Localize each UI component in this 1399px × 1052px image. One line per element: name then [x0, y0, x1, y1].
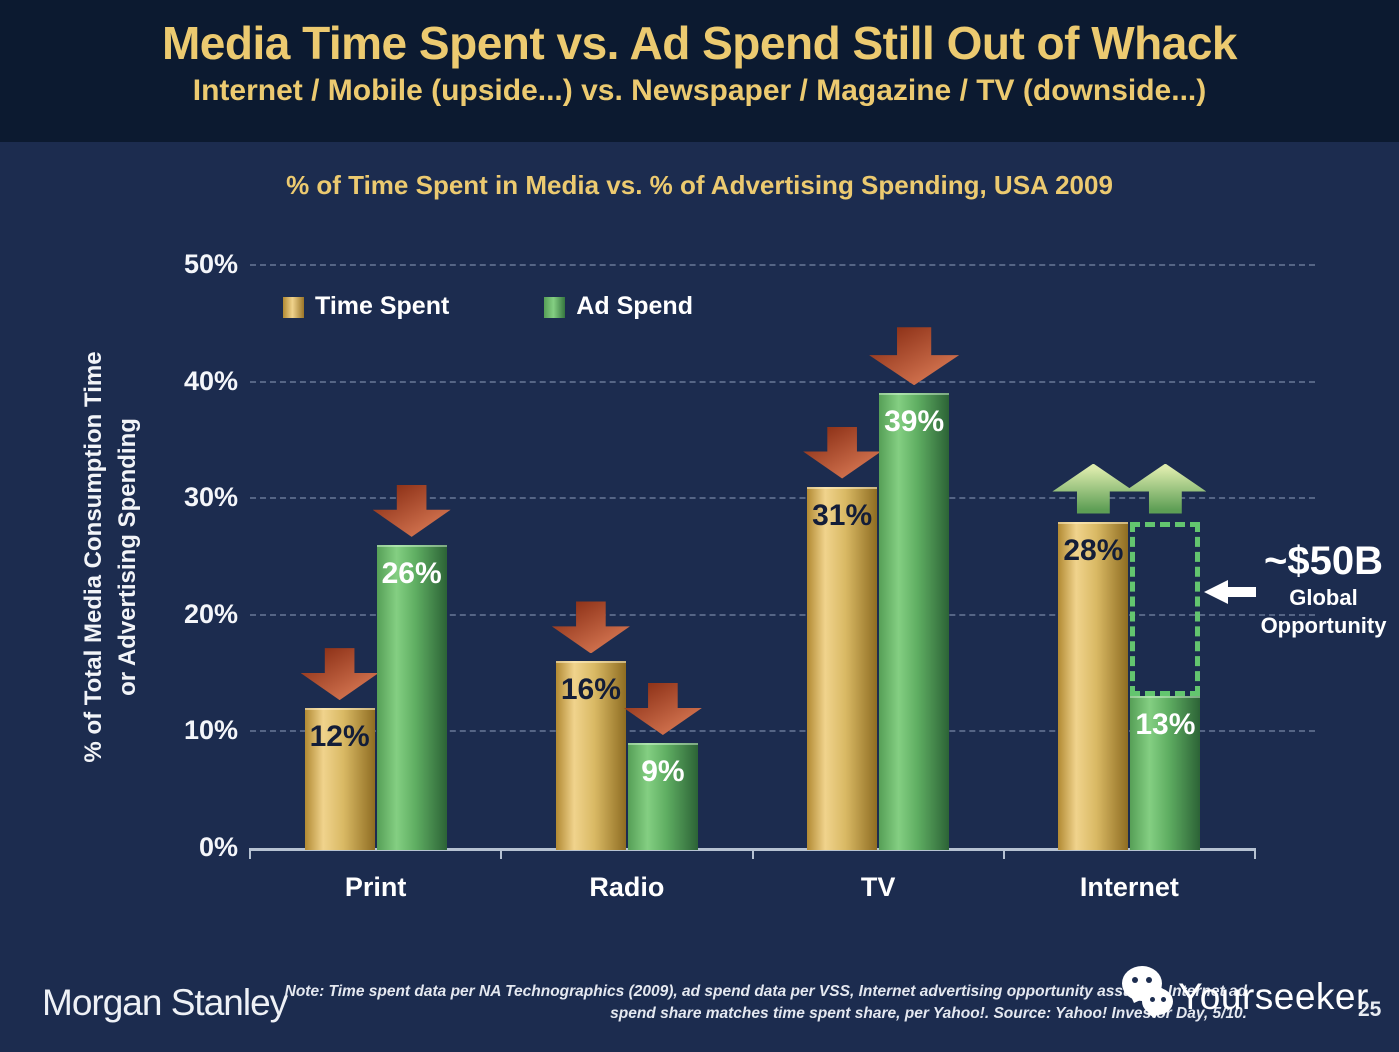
y-tick-30-: 30%	[183, 482, 238, 513]
x-category-print: Print	[344, 872, 407, 902]
chart-legend: Time Spent Ad Spend	[283, 292, 693, 321]
slide-header: Media Time Spent vs. Ad Spend Still Out …	[0, 0, 1399, 142]
slide-title: Media Time Spent vs. Ad Spend Still Out …	[161, 17, 1238, 69]
bar-time-spent-print	[304, 708, 375, 850]
opportunity-label-line2: Opportunity	[1260, 613, 1387, 638]
legend-swatch-time-spent	[283, 297, 304, 318]
bar-value-ad-spend-tv: 39%	[884, 405, 945, 439]
bar-value-ad-spend-radio: 9%	[641, 755, 685, 789]
opportunity-label-line1: Global	[1289, 585, 1358, 610]
gridline-10-percent	[250, 730, 1315, 733]
y-tick-40-: 40%	[183, 365, 238, 396]
x-axis-tick	[500, 848, 503, 859]
bar-ad-spend-print	[376, 544, 447, 850]
x-category-tv: TV	[860, 872, 896, 902]
x-axis-tick	[751, 848, 754, 859]
gridline-20-percent	[250, 613, 1315, 616]
down-trend-arrow-ad-spend-print	[372, 484, 451, 537]
y-tick-50-: 50%	[183, 249, 238, 279]
bar-value-time-spent-tv: 31%	[812, 498, 873, 532]
morgan-stanley-logo: Morgan Stanley	[42, 982, 288, 1023]
x-axis-tick	[1002, 848, 1005, 859]
down-trend-arrow-time-spent-radio	[551, 601, 630, 654]
bar-value-time-spent-internet: 28%	[1063, 533, 1124, 567]
bar-ad-spend-internet	[1130, 696, 1201, 850]
bar-time-spent-internet	[1058, 521, 1129, 850]
down-trend-arrow-ad-spend-tv	[869, 327, 960, 386]
legend-swatch-ad-spend	[544, 297, 566, 318]
opportunity-box	[1130, 521, 1201, 697]
gridline-30-percent	[250, 497, 1315, 500]
down-trend-arrow-ad-spend-radio	[623, 683, 702, 736]
x-category-radio: Radio	[589, 872, 665, 902]
bar-value-ad-spend-internet: 13%	[1135, 708, 1196, 742]
left-arrow-icon	[1204, 580, 1256, 604]
legend-label-time-spent: Time Spent	[315, 292, 450, 320]
down-trend-arrow-time-spent-tv	[803, 426, 882, 479]
wechat-icon-small-bubble	[1142, 988, 1173, 1027]
bar-value-time-spent-print: 12%	[309, 720, 370, 754]
x-axis-tick	[249, 848, 251, 859]
source-note-line1: Note: Time spent data per NA Technograph…	[284, 983, 1247, 1000]
opportunity-value: ~$50B	[1264, 539, 1383, 583]
y-tick-0-: 0%	[198, 832, 238, 862]
source-note: Note: Time spent data per NA Technograph…	[285, 981, 1247, 1025]
watermark-text: Yourseeker	[1178, 976, 1369, 1017]
bar-value-time-spent-radio: 16%	[560, 673, 621, 707]
bar-ad-spend-radio	[627, 743, 698, 850]
legend-item-ad-spend: Ad Spend	[544, 292, 693, 321]
y-axis-label-line2: or Advertising Spending	[114, 418, 141, 696]
source-note-line2: spend share matches time spent share, pe…	[610, 1005, 1247, 1022]
up-trend-arrow-time-spent-internet	[1052, 463, 1135, 514]
opportunity-annotation: ~$50B Global Opportunity	[1248, 538, 1399, 640]
y-tick-20-: 20%	[183, 598, 238, 629]
bar-ad-spend-tv	[879, 393, 950, 850]
bar-value-ad-spend-print: 26%	[381, 556, 442, 590]
legend-item-time-spent: Time Spent	[283, 292, 449, 321]
page-number: 25	[1358, 998, 1382, 1021]
bar-time-spent-tv	[807, 486, 878, 850]
up-trend-arrow-ad-spend-internet	[1124, 463, 1207, 514]
legend-label-ad-spend: Ad Spend	[576, 292, 693, 320]
x-category-internet: Internet	[1079, 872, 1179, 902]
x-axis-tick	[1254, 848, 1256, 859]
gridline-50-percent	[250, 264, 1315, 266]
watermark: Yourseeker	[1118, 962, 1388, 1027]
y-tick-10-: 10%	[183, 715, 238, 746]
y-axis-label-line1: % of Total Media Consumption Time	[80, 351, 107, 763]
gridline-40-percent	[250, 380, 1315, 383]
y-axis-label: % of Total Media Consumption Time or Adv…	[77, 257, 147, 857]
slide-subtitle: Internet / Mobile (upside...) vs. Newspa…	[192, 74, 1207, 107]
down-trend-arrow-time-spent-print	[300, 648, 379, 701]
bar-time-spent-radio	[555, 661, 626, 850]
chart-title: % of Time Spent in Media vs. % of Advert…	[286, 170, 1113, 200]
